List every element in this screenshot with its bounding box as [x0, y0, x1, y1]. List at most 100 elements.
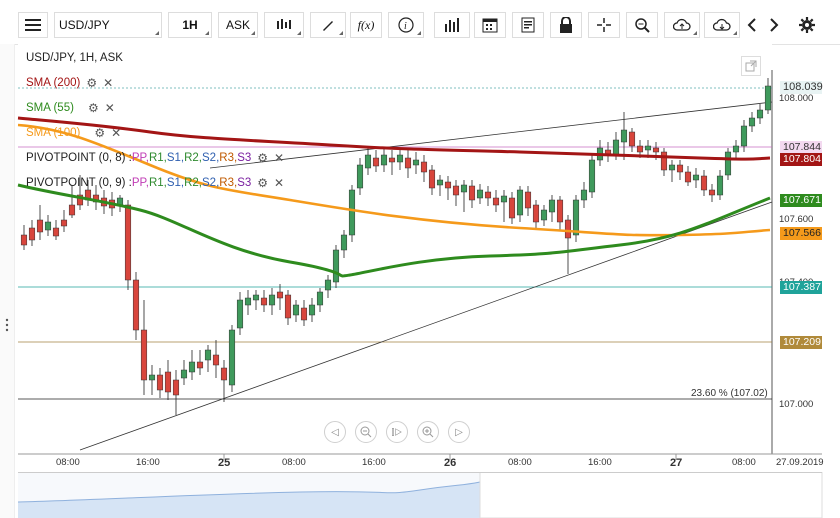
candle-body	[540, 209, 548, 221]
candle-body	[452, 185, 460, 196]
info-button[interactable]: i	[388, 12, 424, 38]
arrow-left-icon	[747, 18, 756, 32]
pivot-part: R2,	[184, 152, 203, 164]
symbol-select[interactable]: USD/JPY	[54, 12, 162, 38]
candle-body	[172, 379, 180, 396]
pivot-settings-gear-icon[interactable]: ⚙	[257, 176, 269, 190]
pivot-part: R1,	[148, 152, 167, 164]
candle-body	[468, 185, 476, 201]
price-tag-sma200: 107.804	[780, 153, 822, 166]
candle-body	[372, 157, 380, 167]
sma100-settings-gear-icon[interactable]: ⚙	[94, 126, 106, 140]
sma100-close-icon[interactable]: ✕	[111, 126, 122, 140]
candle-body	[316, 291, 324, 306]
reset-view-icon: ⫿▷	[391, 426, 403, 437]
candle-body	[420, 161, 428, 173]
reset-view-button[interactable]: ⫿▷	[386, 421, 408, 443]
function-button[interactable]: f(x)	[350, 12, 382, 38]
candle-body	[52, 227, 60, 237]
draw-tool-button[interactable]	[310, 12, 346, 38]
indicators-button[interactable]	[434, 12, 470, 38]
candle-body	[756, 109, 764, 119]
navigator-strip[interactable]	[0, 472, 840, 518]
panel-resize-handle[interactable]	[0, 44, 15, 518]
candle-body	[484, 191, 492, 199]
pivot-part: S1,	[166, 177, 185, 189]
candle-body	[652, 147, 660, 153]
pivot-close-icon[interactable]: ✕	[274, 151, 285, 165]
candle-body	[580, 189, 588, 201]
maximize-button[interactable]	[741, 56, 761, 76]
sma55-settings-gear-icon[interactable]: ⚙	[87, 101, 99, 115]
scroll-right-button[interactable]	[764, 12, 784, 38]
price-tag-sma100: 107.566	[780, 227, 822, 240]
scroll-left-button[interactable]	[742, 12, 762, 38]
candle-body	[732, 145, 740, 153]
time-tick: 16:00	[362, 457, 386, 468]
price-tag-level: 107.387	[780, 281, 822, 294]
pivot-close-icon[interactable]: ✕	[274, 176, 285, 190]
candle-body	[284, 294, 292, 319]
pan-right-button[interactable]: ▷	[448, 421, 470, 443]
price-tag-sma55: 107.671	[780, 194, 822, 207]
time-tick: 27.09.2019	[776, 457, 824, 468]
zoom-in-icon	[422, 426, 434, 438]
candle-body	[220, 367, 228, 381]
sma200-settings-gear-icon[interactable]: ⚙	[86, 76, 98, 90]
candle-body	[156, 374, 164, 391]
candle-body	[20, 234, 28, 246]
crosshair-button[interactable]	[588, 12, 620, 38]
menu-button[interactable]	[18, 12, 48, 38]
fibonacci-label: 23.60 % (107.02)	[691, 388, 768, 399]
upload-button[interactable]	[664, 12, 700, 38]
sma55-close-icon[interactable]: ✕	[104, 101, 115, 115]
pivot-label: PIVOTPOINT (0, 8) :	[26, 152, 132, 164]
price-type-select[interactable]: ASK	[218, 12, 258, 38]
candle-body	[460, 184, 468, 193]
candle-body	[668, 164, 676, 171]
pan-right-icon: ▷	[455, 426, 463, 438]
chart-title: USD/JPY, 1H, ASK	[26, 52, 123, 64]
pivot-part: S2,	[202, 152, 220, 164]
gear-icon	[799, 17, 815, 33]
price-type-label: ASK	[225, 18, 250, 32]
candle-body	[228, 329, 236, 386]
candle-body	[516, 189, 524, 216]
pivot-settings-gear-icon[interactable]: ⚙	[257, 151, 269, 165]
report-button[interactable]	[512, 12, 544, 38]
download-button[interactable]	[704, 12, 740, 38]
candle-body	[332, 249, 340, 283]
candle-body	[204, 349, 212, 361]
zoom-out-button[interactable]	[355, 421, 377, 443]
upload-cloud-icon	[673, 18, 691, 31]
candle-body	[388, 157, 396, 163]
pan-left-button[interactable]: ◁	[324, 421, 346, 443]
time-tick: 08:00	[56, 457, 80, 468]
candle-body	[724, 151, 732, 176]
candle-body	[764, 85, 772, 111]
sma200-close-icon[interactable]: ✕	[103, 76, 114, 90]
arrow-right-icon	[770, 18, 779, 32]
candle-body	[692, 174, 700, 181]
report-icon	[521, 17, 535, 33]
chart-type-button[interactable]	[264, 12, 304, 38]
bar-chart-icon	[445, 18, 459, 32]
settings-button[interactable]	[796, 12, 818, 38]
zoom-icon	[635, 18, 650, 33]
zoom-in-button[interactable]	[417, 421, 439, 443]
time-tick: 08:00	[508, 457, 532, 468]
candle-body	[28, 227, 36, 241]
zoom-button[interactable]	[626, 12, 658, 38]
candle-body	[628, 131, 636, 147]
pivot-label: PIVOTPOINT (0, 9) :	[26, 177, 132, 189]
calendar-button[interactable]	[474, 12, 506, 38]
candle-body	[252, 294, 260, 301]
pivot-part: S3	[237, 152, 252, 164]
pivot-part: S1,	[166, 152, 185, 164]
pivot-part: PP,	[131, 177, 149, 189]
candle-body	[524, 191, 532, 209]
timeframe-select[interactable]: 1H	[168, 12, 212, 38]
time-tick: 08:00	[732, 457, 756, 468]
lock-button[interactable]	[550, 12, 582, 38]
